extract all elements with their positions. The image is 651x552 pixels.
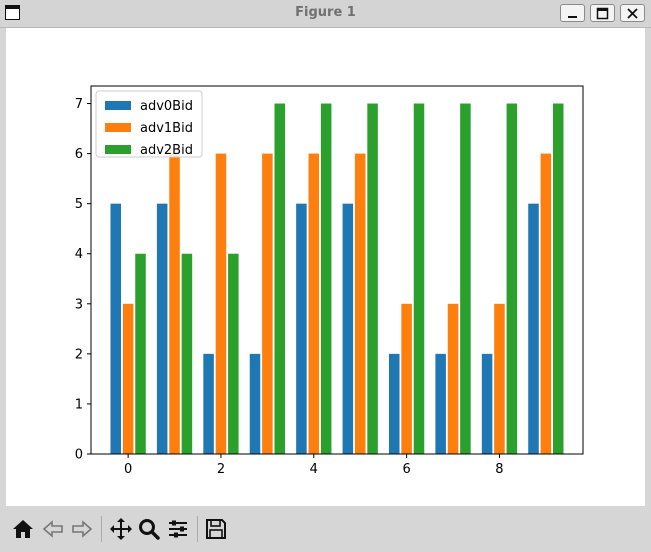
y-tick-label: 1 <box>75 397 83 412</box>
bar-adv2Bid-0 <box>135 253 146 454</box>
bar-adv1Bid-4 <box>308 153 320 454</box>
y-tick-label: 6 <box>75 147 83 162</box>
arrow-right-icon <box>72 520 93 538</box>
y-tick-label: 5 <box>75 197 83 212</box>
bar-adv2Bid-3 <box>274 103 286 455</box>
close-button[interactable] <box>620 4 645 22</box>
x-tick-label: 2 <box>217 462 225 477</box>
bar-adv0Bid-1 <box>156 203 168 454</box>
bar-adv2Bid-7 <box>460 103 471 455</box>
bar-adv1Bid-1 <box>169 153 180 454</box>
x-tick-label: 6 <box>402 462 410 477</box>
floppy-icon <box>206 519 226 539</box>
bar-adv1Bid-6 <box>401 303 412 454</box>
navigation-toolbar <box>0 508 651 552</box>
bar-adv0Bid-6 <box>388 353 400 454</box>
bar-adv2Bid-6 <box>413 103 425 455</box>
plot-frame <box>90 85 584 455</box>
bar-adv1Bid-2 <box>215 153 227 454</box>
magnifier-icon <box>139 519 160 540</box>
bar-adv2Bid-8 <box>506 103 518 455</box>
legend-swatch-adv0Bid <box>105 101 131 110</box>
bar-adv1Bid-8 <box>494 303 505 454</box>
y-tick-label: 7 <box>75 97 83 112</box>
bar-adv1Bid-9 <box>540 153 552 454</box>
toolbar-separator <box>101 516 102 542</box>
zoom-button[interactable] <box>136 516 162 542</box>
bar-adv0Bid-5 <box>342 203 354 454</box>
bar-adv2Bid-4 <box>320 103 332 455</box>
maximize-button[interactable] <box>590 4 615 22</box>
bar-adv0Bid-7 <box>435 353 446 454</box>
toolbar-separator <box>197 516 198 542</box>
bar-adv2Bid-9 <box>552 103 564 455</box>
bar-adv1Bid-3 <box>262 153 273 454</box>
bar-adv0Bid-2 <box>203 353 214 454</box>
bar-adv0Bid-0 <box>110 203 122 454</box>
bar-adv0Bid-8 <box>481 353 493 454</box>
window-title: Figure 1 <box>295 5 356 20</box>
bar-adv2Bid-2 <box>228 253 239 454</box>
forward-button[interactable] <box>69 516 95 542</box>
minimize-button[interactable] <box>560 4 585 22</box>
legend-label-adv0Bid: adv0Bid <box>140 99 193 114</box>
bar-adv2Bid-5 <box>367 103 378 455</box>
minimize-icon <box>568 15 577 18</box>
y-tick-label: 2 <box>75 347 83 362</box>
bar-adv0Bid-4 <box>296 203 307 454</box>
bar-chart: 0 1 2 3 4 5 6 7 0 2 4 6 8 adv0Bid adv1Bid adv2Bid <box>75 85 584 477</box>
save-button[interactable] <box>203 516 229 542</box>
bar-adv0Bid-3 <box>249 353 261 454</box>
maximize-icon <box>596 7 609 19</box>
home-button[interactable] <box>10 516 36 542</box>
legend-label-adv2Bid: adv2Bid <box>140 143 193 158</box>
x-tick-label: 8 <box>495 462 503 477</box>
x-tick-label: 4 <box>310 462 318 477</box>
window-app-icon[interactable] <box>5 5 20 20</box>
y-tick-label: 0 <box>75 448 83 463</box>
sliders-icon <box>169 520 187 538</box>
x-tick-label: 0 <box>124 462 132 477</box>
figure-canvas[interactable]: 0 1 2 3 4 5 6 7 0 2 4 6 8 adv0Bid adv1Bid adv2Bid <box>6 28 645 506</box>
home-icon <box>13 520 33 538</box>
move-icon <box>110 518 132 540</box>
y-tick-label: 4 <box>75 247 83 262</box>
bar-adv1Bid-5 <box>354 153 366 454</box>
configure-button[interactable] <box>165 516 191 542</box>
back-button[interactable] <box>40 516 66 542</box>
window-titlebar: Figure 1 <box>0 0 651 28</box>
legend-swatch-adv1Bid <box>105 123 131 132</box>
bar-adv1Bid-0 <box>122 303 134 454</box>
bar-adv2Bid-1 <box>181 253 193 454</box>
bar-adv0Bid-9 <box>528 203 539 454</box>
close-icon <box>627 7 638 19</box>
arrow-left-icon <box>42 520 63 538</box>
legend-swatch-adv2Bid <box>105 145 131 154</box>
bar-adv1Bid-7 <box>447 303 459 454</box>
pan-button[interactable] <box>108 516 134 542</box>
y-tick-label: 3 <box>75 297 83 312</box>
legend-label-adv1Bid: adv1Bid <box>140 121 193 136</box>
